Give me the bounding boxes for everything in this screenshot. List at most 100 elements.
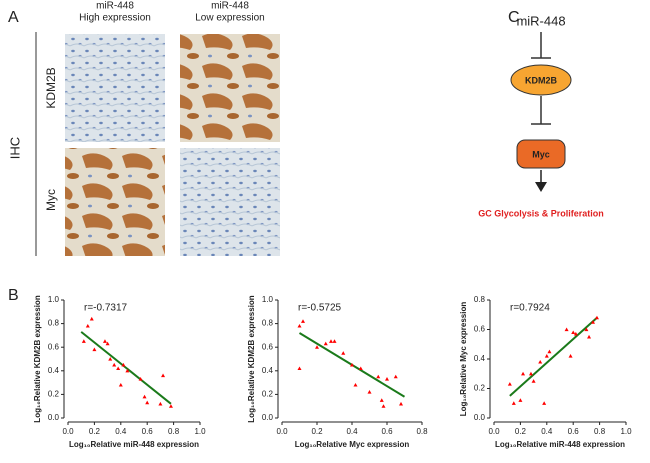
point bbox=[594, 315, 599, 320]
x-tick-label: 1.0 bbox=[620, 427, 632, 436]
point bbox=[379, 398, 384, 402]
annotation: r=-0.7317 bbox=[84, 303, 128, 314]
x-tick-label: 0.0 bbox=[488, 427, 500, 436]
point bbox=[353, 382, 358, 387]
point bbox=[297, 323, 302, 328]
y-tick-label: 0.6 bbox=[48, 342, 60, 351]
ihc-image bbox=[180, 148, 280, 256]
fit-line bbox=[80, 331, 172, 405]
node-shape bbox=[516, 139, 566, 169]
point bbox=[544, 354, 549, 358]
point bbox=[564, 327, 569, 332]
arrow-head bbox=[535, 182, 547, 192]
y-tick-label: 0.4 bbox=[262, 366, 274, 375]
y-tick-label: 1.0 bbox=[262, 295, 274, 304]
annotation: r=-0.5725 bbox=[298, 303, 342, 314]
point bbox=[521, 371, 526, 376]
point bbox=[121, 362, 126, 367]
point bbox=[158, 401, 163, 406]
y-tick-label: 0.4 bbox=[474, 354, 486, 363]
row-label: KDM2B bbox=[44, 67, 58, 108]
x-tick-label: 0.2 bbox=[515, 427, 527, 436]
column-label: miR-448 bbox=[96, 1, 134, 12]
ihc-image bbox=[65, 148, 165, 256]
point bbox=[531, 379, 536, 383]
point bbox=[168, 404, 173, 408]
point bbox=[81, 339, 86, 343]
point bbox=[329, 339, 333, 343]
point bbox=[538, 359, 543, 364]
x-tick-label: 0.4 bbox=[346, 427, 358, 436]
x-axis-label: Log₁₀Relative Myc expression bbox=[295, 440, 410, 449]
point bbox=[102, 339, 107, 343]
x-tick-label: 1.0 bbox=[194, 427, 206, 436]
point bbox=[573, 331, 578, 336]
point bbox=[85, 323, 90, 328]
x-tick-label: 0.8 bbox=[594, 427, 606, 436]
point bbox=[332, 339, 337, 343]
x-axis-label: Log₁₀Relative miR-448 expression bbox=[495, 440, 625, 449]
point bbox=[547, 349, 552, 354]
point bbox=[568, 354, 573, 358]
point bbox=[584, 327, 589, 332]
y-axis-label: Log₁₀Relative Myc expression bbox=[459, 302, 468, 417]
y-tick-label: 0.4 bbox=[48, 366, 60, 375]
x-tick-label: 0.4 bbox=[115, 427, 127, 436]
point bbox=[358, 366, 363, 371]
x-tick-label: 0.8 bbox=[168, 427, 180, 436]
point bbox=[393, 374, 398, 379]
point bbox=[542, 401, 547, 405]
point bbox=[376, 374, 381, 379]
point bbox=[350, 362, 354, 367]
point bbox=[297, 366, 302, 371]
diagram-outcome: GC Glycolysis & Proliferation bbox=[478, 208, 604, 218]
y-tick-label: 0.8 bbox=[474, 295, 486, 304]
diagram-node: miR-448 bbox=[516, 13, 565, 28]
x-tick-label: 0.2 bbox=[311, 427, 323, 436]
y-tick-label: 0.2 bbox=[48, 390, 60, 399]
y-tick-label: 0.6 bbox=[262, 342, 274, 351]
diagram-node: KDM2B bbox=[525, 75, 558, 85]
x-tick-label: 0.6 bbox=[142, 427, 154, 436]
x-tick-label: 0.0 bbox=[276, 427, 288, 436]
point bbox=[145, 400, 150, 405]
point bbox=[367, 390, 372, 394]
annotation: r=0.7924 bbox=[510, 303, 550, 314]
point bbox=[138, 377, 143, 381]
y-axis-label: Log₁₀Relative KDM2B expression bbox=[247, 295, 256, 423]
point bbox=[381, 404, 386, 408]
y-tick-label: 0.0 bbox=[474, 413, 486, 422]
y-axis-label: Log₁₀Relative KDM2B expression bbox=[33, 295, 42, 423]
point bbox=[323, 341, 328, 346]
point bbox=[118, 382, 123, 387]
y-tick-label: 0.2 bbox=[474, 384, 486, 393]
point bbox=[511, 401, 516, 405]
point bbox=[571, 330, 576, 335]
column-label: Low expression bbox=[195, 13, 264, 24]
diagram-node: Myc bbox=[532, 149, 550, 159]
point bbox=[399, 401, 403, 406]
y-tick-label: 0.0 bbox=[262, 413, 274, 422]
x-tick-label: 0.6 bbox=[381, 427, 393, 436]
side-label: IHC bbox=[7, 137, 22, 159]
x-axis-label: Log₁₀Relative miR-448 expression bbox=[69, 440, 199, 449]
point bbox=[341, 351, 346, 355]
column-label: miR-448 bbox=[211, 1, 249, 12]
point bbox=[518, 398, 523, 402]
y-tick-label: 1.0 bbox=[48, 295, 60, 304]
x-tick-label: 0.2 bbox=[89, 427, 101, 436]
point bbox=[105, 341, 110, 346]
point bbox=[89, 316, 94, 321]
node-shape bbox=[510, 64, 572, 96]
point bbox=[142, 394, 147, 399]
y-tick-label: 0.0 bbox=[48, 413, 60, 422]
x-tick-label: 0.8 bbox=[416, 427, 428, 436]
x-tick-label: 0.6 bbox=[568, 427, 580, 436]
point bbox=[385, 377, 389, 381]
point bbox=[108, 357, 113, 361]
point bbox=[92, 347, 97, 352]
point bbox=[315, 345, 319, 349]
x-tick-label: 0.4 bbox=[541, 427, 553, 436]
point bbox=[528, 371, 533, 376]
